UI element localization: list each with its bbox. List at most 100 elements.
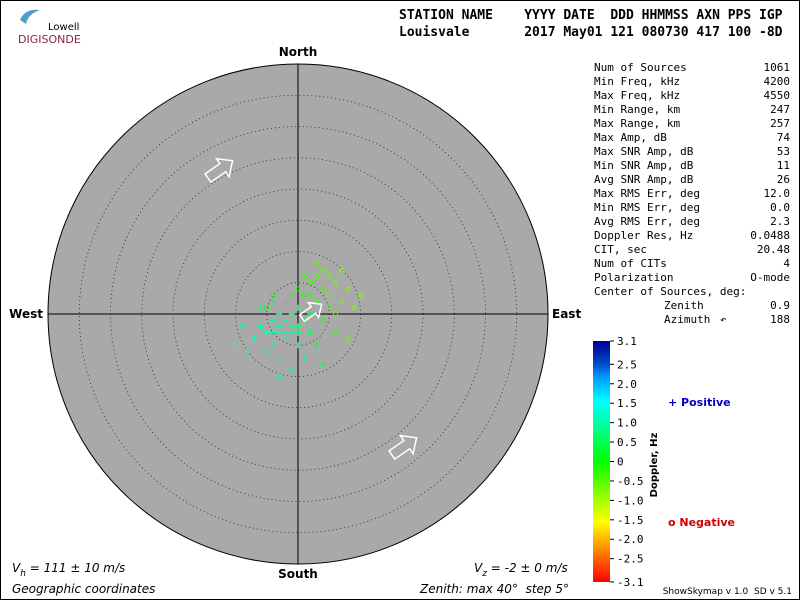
stat-label: Max Freq, kHz xyxy=(594,89,680,102)
source-negative xyxy=(314,261,320,267)
source-positive xyxy=(295,329,301,336)
vh-value: = 111 ± 10 m/s xyxy=(26,561,125,575)
center-arrow xyxy=(298,301,323,323)
source-positive xyxy=(282,317,289,324)
stat-label: CIT, sec xyxy=(594,243,647,256)
source-negative xyxy=(301,292,307,298)
source-negative xyxy=(333,280,338,286)
stat-value: 0.0 xyxy=(770,201,790,214)
source-positive xyxy=(257,304,264,311)
vh-symbol: V xyxy=(12,561,21,575)
stat-value: 26 xyxy=(777,173,790,186)
source-positive xyxy=(288,367,295,374)
logo-bottom: DIGISONDE xyxy=(18,33,81,46)
source-positive xyxy=(295,342,301,349)
colorbar-tick-label: 1.0 xyxy=(617,417,637,430)
stat-label: Num of CITs xyxy=(594,257,667,270)
stat-label: Polarization xyxy=(594,271,673,284)
stat-label: Min SNR Amp, dB xyxy=(594,159,694,172)
stat-value: 0.0488 xyxy=(750,229,790,242)
header-labels: STATION NAME YYYY DATE DDD HHMMSS AXN PP… xyxy=(399,8,783,23)
source-positive xyxy=(313,342,320,349)
source-positive xyxy=(232,342,239,349)
source-positive xyxy=(288,329,295,336)
source-negative xyxy=(345,336,351,342)
source-positive xyxy=(276,373,283,380)
coords-text: Geographic coordinates xyxy=(12,582,155,596)
stat-label: Min Range, km xyxy=(594,103,680,116)
stat-label: Min RMS Err, deg xyxy=(594,201,700,214)
source-positive xyxy=(276,323,283,330)
colorbar-tick-label: -3.1 xyxy=(617,576,644,589)
source-negative xyxy=(308,292,313,298)
source-negative xyxy=(326,292,332,298)
stat-label: Max RMS Err, deg xyxy=(594,187,700,200)
source-negative xyxy=(289,292,295,298)
source-negative xyxy=(295,286,301,292)
source-positive xyxy=(263,348,270,355)
source-negative xyxy=(320,267,326,273)
version-text: ShowSkymap v 1.0 SD v 5.1 xyxy=(663,587,792,597)
source-positive xyxy=(276,329,283,336)
source-positive xyxy=(288,311,295,317)
stat-value: 2.3 xyxy=(770,215,790,228)
source-positive xyxy=(270,342,276,349)
center-title: Center of Sources, deg: xyxy=(594,285,746,298)
stat-label: Min Freq, kHz xyxy=(594,75,680,88)
stat-label: Max SNR Amp, dB xyxy=(594,145,694,158)
stat-value: 1061 xyxy=(764,61,791,74)
source-positive xyxy=(238,323,245,330)
azimuth-arrow: ↶ xyxy=(720,313,727,326)
drift-arrow xyxy=(204,157,234,184)
stat-value: O-mode xyxy=(750,271,790,284)
stat-value: 11 xyxy=(777,159,790,172)
source-positive xyxy=(288,323,295,330)
logo-swoosh xyxy=(20,9,40,24)
azimuth-label: Azimuth xyxy=(664,313,710,326)
vz-text: Vz = -2 ± 0 m/s xyxy=(474,561,568,579)
colorbar-tick-label: -1.0 xyxy=(617,494,644,507)
source-negative xyxy=(320,286,326,292)
source-positive xyxy=(270,329,276,336)
zenith-label: Zenith xyxy=(664,299,704,312)
source-negative xyxy=(320,317,326,323)
stat-label: Max Amp, dB xyxy=(594,131,667,144)
source-positive xyxy=(270,317,276,324)
source-positive xyxy=(282,336,289,342)
source-negative xyxy=(270,292,276,298)
source-positive xyxy=(295,304,301,311)
source-positive xyxy=(307,329,314,336)
source-negative xyxy=(308,280,313,286)
colorbar-tick-label: -0.5 xyxy=(617,475,644,488)
stat-value: 53 xyxy=(777,145,790,158)
stat-label: Max Range, km xyxy=(594,117,680,130)
vh-sub: h xyxy=(20,569,26,579)
azimuth-value: 188 xyxy=(770,313,790,326)
source-positive xyxy=(301,354,308,361)
source-positive xyxy=(257,323,264,330)
source-negative xyxy=(339,299,345,304)
stat-label: Doppler Res, Hz xyxy=(594,229,693,242)
source-negative xyxy=(333,311,338,317)
colorbar-tick-label: -2.0 xyxy=(617,533,644,546)
stat-value: 4 xyxy=(783,257,790,270)
stat-label: Avg SNR Amp, dB xyxy=(594,173,694,186)
south-label: South xyxy=(278,567,318,581)
legend-negative: o Negative xyxy=(668,516,735,529)
source-positive xyxy=(276,354,283,361)
stat-value: 20.48 xyxy=(757,243,790,256)
source-positive xyxy=(282,348,289,355)
source-negative xyxy=(264,305,270,311)
stat-value: 74 xyxy=(777,131,791,144)
source-negative xyxy=(345,286,351,292)
vz-sub: z xyxy=(481,569,487,579)
north-label: North xyxy=(279,45,317,59)
colorbar-tick-label: -1.5 xyxy=(617,514,644,527)
stat-label: Avg RMS Err, deg xyxy=(594,215,700,228)
source-positive xyxy=(295,323,301,330)
colorbar-title: Doppler, Hz xyxy=(649,433,660,498)
stat-value: 4200 xyxy=(764,75,791,88)
source-positive xyxy=(282,298,289,305)
legend-positive: + Positive xyxy=(668,396,731,409)
